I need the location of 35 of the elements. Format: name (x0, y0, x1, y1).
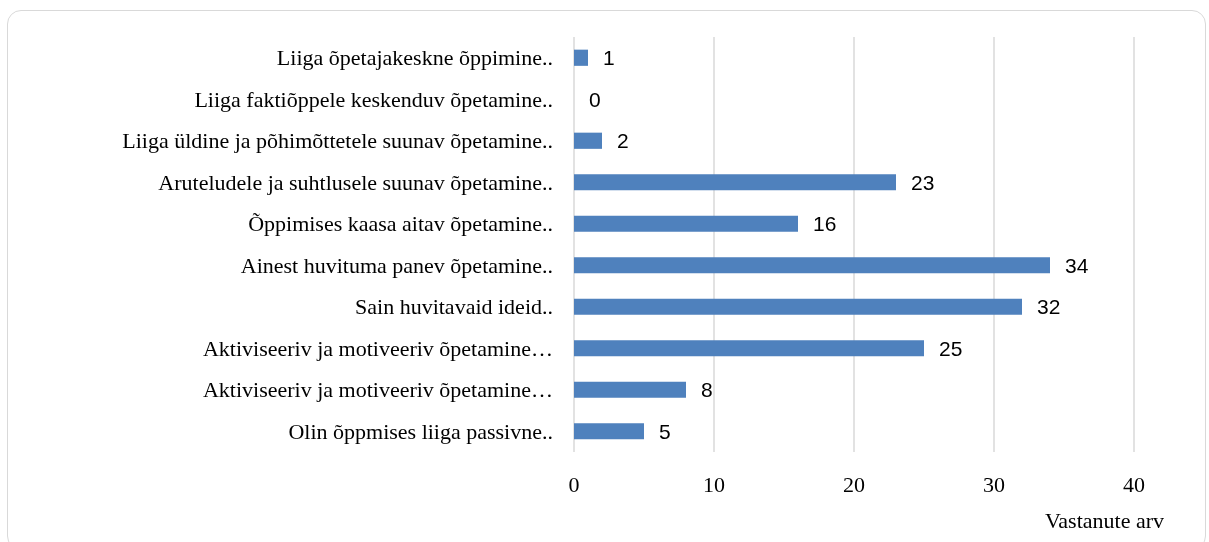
data-label: 1 (603, 46, 615, 70)
x-tick-label: 40 (1123, 471, 1145, 497)
x-tick-label: 20 (843, 471, 865, 497)
data-label: 2 (617, 129, 629, 153)
y-tick-label: Õppimises kaasa aitav õpetamine.. (248, 211, 553, 237)
bar (574, 49, 588, 66)
y-tick-label: Aktiviseeriv ja motiveeriv õpetamine… (202, 377, 553, 403)
data-label: 25 (939, 336, 963, 360)
bar (574, 132, 602, 149)
data-label: 23 (911, 170, 935, 194)
x-tick-label: 0 (568, 471, 580, 497)
y-tick-label: Liiga üldine ja põhimõttetele suunav õpetamine.. (122, 128, 553, 154)
bar (574, 423, 644, 440)
bar (574, 257, 1050, 274)
y-tick-label: Liiga faktiõppele keskenduv õpetamine.. (194, 86, 553, 112)
x-tick-label: 30 (983, 471, 1005, 497)
bar (574, 381, 686, 398)
y-tick-label: Olin õppmises liiga passivne.. (288, 418, 553, 444)
data-label: 0 (589, 87, 601, 111)
bar (574, 215, 798, 232)
data-label: 32 (1037, 295, 1061, 319)
y-tick-label: Ainest huvituma panev õpetamine.. (240, 252, 553, 278)
data-label: 5 (659, 419, 671, 443)
bar (574, 298, 1022, 315)
y-tick-label: Sain huvitavaid ideid.. (355, 294, 553, 320)
y-tick-label: Liiga õpetajakeskne õppimine.. (276, 45, 553, 71)
x-tick-label: 10 (703, 471, 725, 497)
bar (574, 340, 924, 357)
x-axis-title: Vastanute arv (1044, 507, 1164, 533)
data-label: 16 (813, 212, 837, 236)
y-tick-label: Aruteludele ja suhtlusele suunav õpetamine.. (158, 169, 553, 195)
y-tick-label: Aktiviseeriv ja motiveeriv õpetamine… (202, 335, 553, 361)
data-label: 8 (701, 378, 713, 402)
bar (574, 174, 896, 191)
data-label: 34 (1065, 253, 1089, 277)
